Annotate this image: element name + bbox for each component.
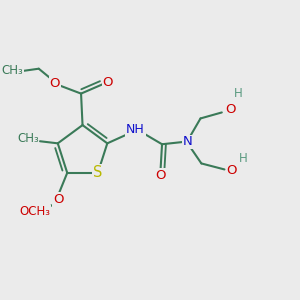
Text: H: H [239,152,248,164]
Text: O: O [53,193,64,206]
Text: H: H [234,87,242,100]
Text: N: N [182,135,192,148]
Text: O: O [155,169,166,182]
Text: CH₃: CH₃ [17,132,39,145]
Text: O: O [226,164,237,177]
Text: OCH₃: OCH₃ [20,206,50,218]
Text: O: O [50,77,60,90]
Text: O: O [103,76,113,89]
Text: S: S [93,165,103,180]
Text: NH: NH [126,123,145,136]
Text: CH₃: CH₃ [2,64,24,77]
Text: O: O [225,103,236,116]
